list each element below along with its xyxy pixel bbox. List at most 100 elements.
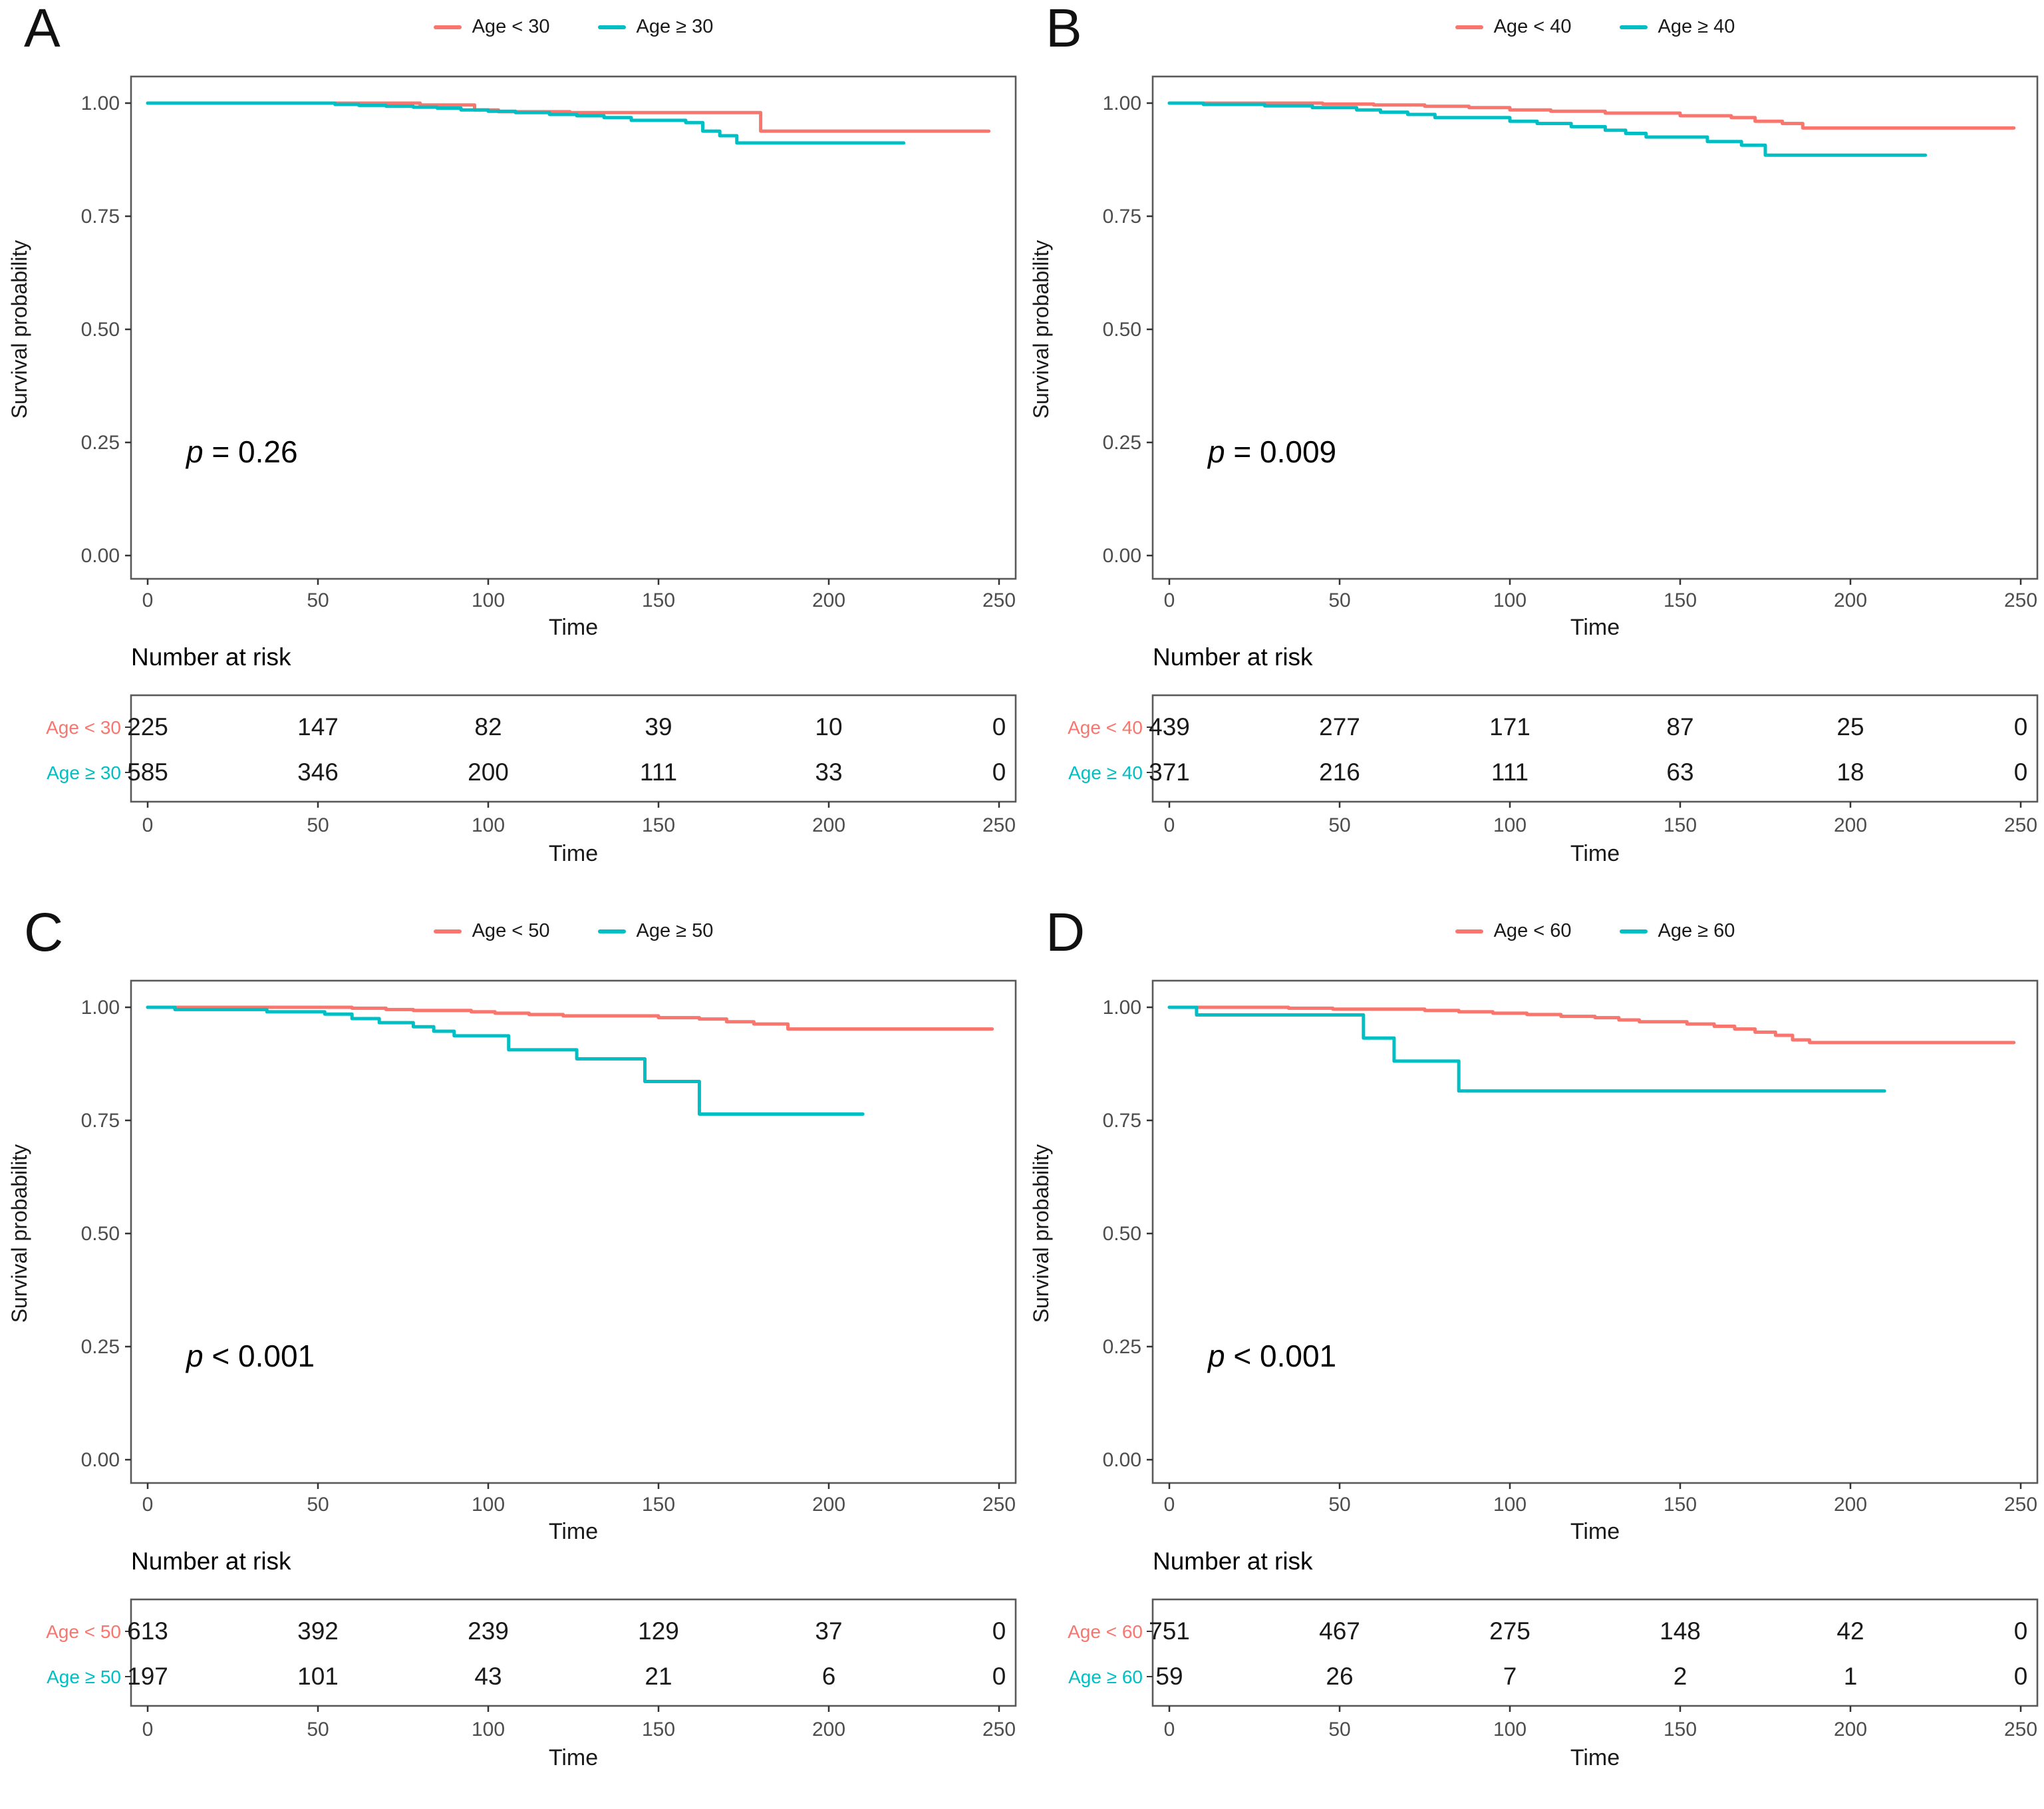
- risk-count: 0: [2014, 1617, 2028, 1645]
- km-plot-C: 1.00 0.75 0.50 0.25 0.00 Survival probability…: [7, 979, 1017, 1770]
- p-value-label: p < 0.001: [185, 1339, 315, 1373]
- y-tick-label: 0.75: [1103, 1110, 1141, 1132]
- x-tick-label: 150: [642, 1494, 675, 1516]
- risk-count: 467: [1319, 1617, 1360, 1645]
- risk-row-label: Age ≥ 40: [1068, 762, 1143, 783]
- legend-line-swatch-group2: [597, 929, 626, 933]
- risk-count: 63: [1666, 758, 1693, 786]
- km-plot-A: 1.00 0.75 0.50 0.25 0.00 Survival probability…: [7, 75, 1017, 866]
- risk-count: 0: [992, 713, 1006, 740]
- x-axis: 0 50 100 150 200 250 Time: [1164, 579, 2037, 640]
- risk-count: 101: [297, 1663, 339, 1690]
- survival-curve-Age < 40: [1167, 101, 2016, 130]
- y-tick-label: 0.75: [81, 206, 120, 228]
- risk-table-title: Number at risk: [1153, 1548, 1313, 1575]
- x-tick-label: 100: [1493, 589, 1527, 611]
- panel-B: B Age < 40 Age ≥ 40 1.00 0.75 0.50 0.25 0.00…: [1022, 0, 2043, 904]
- risk-count: 111: [1491, 758, 1529, 786]
- plot-frame: [130, 979, 1017, 1484]
- survival-curve-Age ≥ 40: [1167, 101, 1928, 157]
- risk-count: 148: [1660, 1617, 1701, 1645]
- legend-D: Age < 60 Age ≥ 60: [1153, 920, 2037, 942]
- km-plot-B: 1.00 0.75 0.50 0.25 0.00 Survival probability…: [1029, 75, 2039, 866]
- risk-count: 0: [2014, 713, 2028, 740]
- survival-curve-Age ≥ 30: [146, 101, 906, 145]
- risk-x-tick-label: 100: [472, 814, 505, 836]
- risk-count: 0: [992, 1663, 1006, 1690]
- risk-count: 613: [127, 1617, 168, 1645]
- risk-count: 26: [1326, 1663, 1353, 1690]
- y-tick-label: 1.00: [1103, 92, 1141, 114]
- risk-x-tick-label: 250: [2004, 814, 2037, 836]
- risk-count: 277: [1319, 713, 1360, 740]
- risk-x-axis-title: Time: [549, 1745, 598, 1770]
- y-axis-title: Survival probability: [1029, 240, 1053, 419]
- risk-count: 0: [992, 1617, 1006, 1645]
- risk-count: 0: [992, 758, 1006, 786]
- y-tick-label: 0.00: [1103, 545, 1141, 567]
- legend-label-group1: Age < 50: [472, 920, 550, 941]
- y-tick-label: 0.75: [81, 1110, 120, 1132]
- risk-table: Number at risk Age < 60 751 467 275 148 42 0 Age…: [1068, 1548, 2039, 1770]
- x-tick-label: 250: [2004, 1494, 2037, 1516]
- y-tick-label: 0.00: [81, 1449, 120, 1471]
- risk-count: 216: [1319, 758, 1360, 786]
- p-value-label: p = 0.26: [185, 434, 298, 469]
- x-tick-label: 200: [1834, 1494, 1867, 1516]
- risk-count: 585: [127, 758, 168, 786]
- y-axis-title: Survival probability: [7, 240, 31, 419]
- risk-count: 87: [1666, 713, 1693, 740]
- risk-x-tick-label: 50: [307, 814, 329, 836]
- risk-count: 0: [2014, 1663, 2028, 1690]
- x-axis-title: Time: [549, 1519, 598, 1544]
- x-tick-label: 150: [642, 589, 675, 611]
- x-tick-label: 100: [472, 1494, 505, 1516]
- risk-x-tick-label: 100: [1493, 814, 1527, 836]
- risk-count: 2: [1674, 1663, 1687, 1690]
- risk-count: 10: [815, 713, 842, 740]
- x-axis: 0 50 100 150 200 250 Time: [1164, 1483, 2037, 1544]
- x-tick-label: 0: [1164, 1494, 1175, 1516]
- risk-count: 25: [1836, 713, 1864, 740]
- risk-x-tick-label: 200: [1834, 1719, 1867, 1740]
- risk-x-tick-label: 150: [642, 1719, 675, 1740]
- p-value-label: p = 0.009: [1207, 434, 1336, 469]
- risk-table-frame: [1151, 694, 2039, 803]
- x-tick-label: 50: [1328, 1494, 1350, 1516]
- risk-row-label: Age ≥ 30: [47, 762, 121, 783]
- p-value-label: p < 0.001: [1207, 1339, 1336, 1373]
- risk-count: 392: [297, 1617, 339, 1645]
- risk-x-axis-title: Time: [1570, 1745, 1620, 1770]
- x-tick-label: 100: [1493, 1494, 1527, 1516]
- panel-letter-C: C: [24, 902, 64, 963]
- risk-count: 197: [127, 1663, 168, 1690]
- x-tick-label: 100: [472, 589, 505, 611]
- risk-count: 18: [1836, 758, 1864, 786]
- x-tick-label: 250: [2004, 589, 2037, 611]
- x-axis-title: Time: [1570, 615, 1620, 640]
- legend-label-group1: Age < 60: [1493, 920, 1572, 941]
- y-axis: 1.00 0.75 0.50 0.25 0.00 Survival probability: [1029, 92, 1153, 567]
- risk-row-label: Age < 60: [1068, 1621, 1143, 1642]
- plot-frame: [1151, 75, 2039, 580]
- panel-letter-D: D: [1046, 902, 1086, 963]
- risk-table-title: Number at risk: [131, 643, 291, 671]
- risk-table-frame: [130, 694, 1017, 803]
- y-tick-label: 0.50: [1103, 1223, 1141, 1245]
- risk-x-tick-label: 150: [642, 814, 675, 836]
- y-tick-label: 0.50: [1103, 319, 1141, 341]
- x-tick-label: 50: [307, 589, 329, 611]
- panel-A: A Age < 30 Age ≥ 30 1.00 0.75 0.50 0.25 0.00…: [0, 0, 1022, 904]
- risk-count: 33: [815, 758, 842, 786]
- legend-label-group1: Age < 30: [472, 16, 550, 37]
- legend-A: Age < 30 Age ≥ 30: [131, 16, 1016, 38]
- y-tick-label: 0.50: [81, 319, 120, 341]
- x-tick-label: 250: [982, 589, 1016, 611]
- x-tick-label: 50: [307, 1494, 329, 1516]
- y-tick-label: 1.00: [81, 997, 120, 1019]
- panel-letter-B: B: [1046, 0, 1082, 59]
- y-tick-label: 0.00: [81, 545, 120, 567]
